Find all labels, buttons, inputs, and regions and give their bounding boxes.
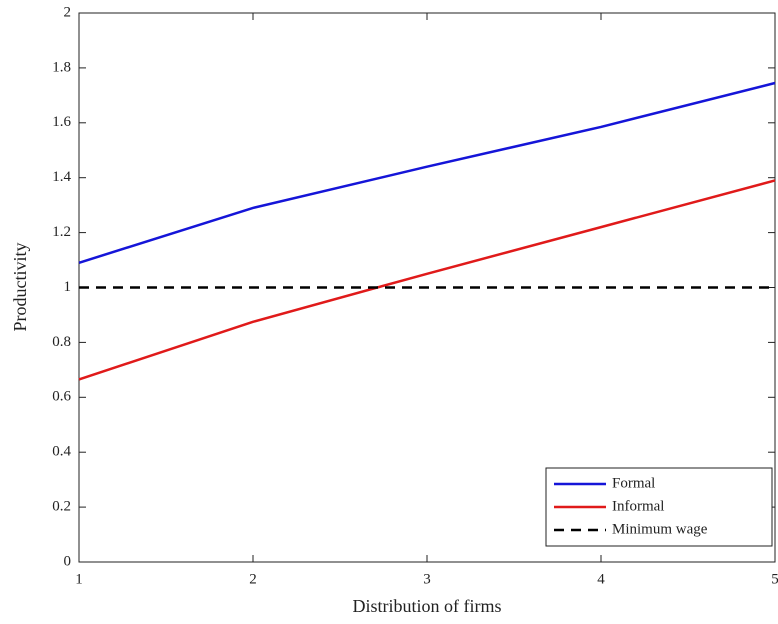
y-tick-label: 0 bbox=[64, 553, 72, 569]
y-tick-label: 0.2 bbox=[52, 499, 71, 515]
series-line bbox=[78, 81, 776, 264]
y-tick-label: 1 bbox=[64, 279, 72, 295]
y-tick-label: 1.8 bbox=[52, 59, 71, 75]
x-tick-label: 4 bbox=[597, 571, 605, 587]
x-tick-label: 5 bbox=[771, 571, 778, 587]
x-tick-label: 3 bbox=[423, 571, 431, 587]
y-tick-label: 2 bbox=[64, 4, 72, 20]
y-tick-label: 1.6 bbox=[52, 114, 71, 130]
legend-label: Informal bbox=[612, 498, 664, 514]
x-tick-label: 2 bbox=[249, 571, 257, 587]
y-tick-label: 0.8 bbox=[52, 334, 71, 350]
x-axis-title: Distribution of firms bbox=[353, 596, 502, 616]
series-line bbox=[78, 179, 776, 381]
legend-label: Minimum wage bbox=[612, 521, 708, 537]
y-axis-title: Productivity bbox=[10, 243, 30, 332]
y-tick-label: 1.4 bbox=[52, 169, 71, 185]
x-tick-label: 1 bbox=[75, 571, 83, 587]
y-tick-label: 1.2 bbox=[52, 224, 71, 240]
y-tick-label: 0.4 bbox=[52, 444, 71, 460]
y-tick-label: 0.6 bbox=[52, 389, 71, 405]
legend-label: Formal bbox=[612, 475, 655, 491]
